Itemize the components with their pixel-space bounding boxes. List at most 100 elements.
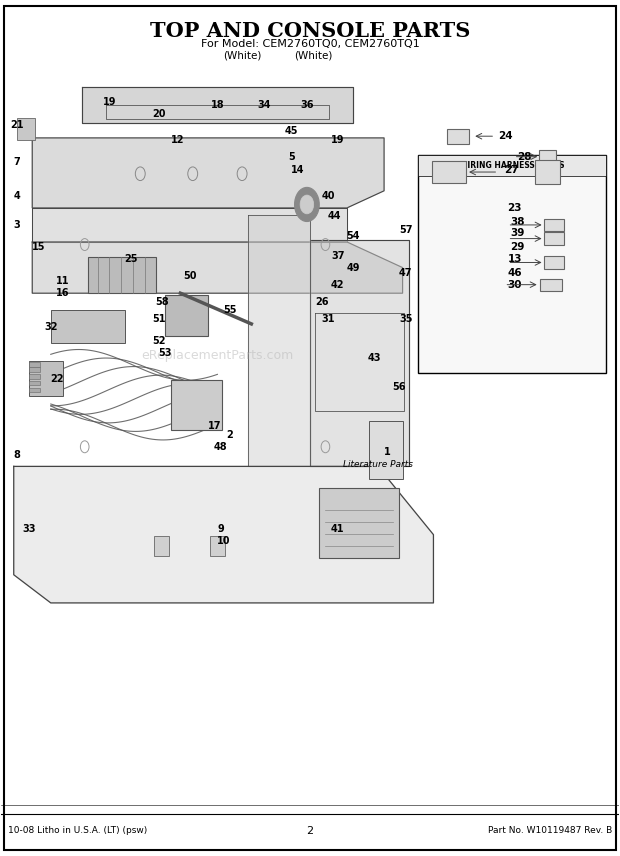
Text: 46: 46	[508, 268, 522, 277]
Text: 42: 42	[331, 280, 345, 289]
Text: 2: 2	[306, 826, 314, 835]
Bar	[51, 310, 125, 342]
FancyBboxPatch shape	[418, 155, 606, 176]
Text: 17: 17	[208, 421, 221, 431]
Bar	[539, 279, 562, 291]
Text: (White): (White)	[294, 51, 332, 61]
Text: 29: 29	[511, 242, 525, 253]
Text: 56: 56	[392, 382, 406, 392]
Bar	[544, 218, 564, 231]
Text: 19: 19	[103, 97, 116, 107]
Bar	[29, 374, 40, 378]
Text: 44: 44	[328, 211, 342, 222]
Bar	[29, 362, 40, 366]
Text: 23: 23	[508, 203, 522, 213]
Text: 47: 47	[399, 268, 412, 277]
Text: 45: 45	[285, 126, 298, 136]
Polygon shape	[248, 215, 310, 467]
Circle shape	[300, 195, 314, 214]
Text: 34: 34	[257, 100, 270, 110]
FancyBboxPatch shape	[418, 155, 606, 372]
Bar	[29, 388, 40, 392]
Text: 43: 43	[368, 353, 381, 363]
Text: Part No. W10119487 Rev. B: Part No. W10119487 Rev. B	[488, 826, 613, 835]
Text: 24: 24	[498, 131, 513, 141]
Text: 4: 4	[14, 191, 20, 201]
Text: 16: 16	[56, 288, 70, 298]
Text: 37: 37	[331, 251, 345, 260]
Text: 28: 28	[516, 152, 531, 162]
Polygon shape	[32, 242, 402, 294]
Text: 57: 57	[399, 225, 412, 235]
Bar	[29, 367, 40, 372]
Text: 31: 31	[322, 314, 335, 324]
Text: 12: 12	[170, 134, 184, 145]
Polygon shape	[310, 241, 409, 467]
Text: 30: 30	[508, 280, 522, 289]
Text: 13: 13	[508, 254, 522, 264]
Text: 9: 9	[217, 524, 224, 533]
Bar	[154, 536, 169, 556]
Text: 2: 2	[226, 430, 233, 440]
Text: 11: 11	[56, 276, 70, 286]
Text: 35: 35	[399, 314, 412, 324]
Bar	[369, 421, 402, 479]
Text: 55: 55	[223, 306, 236, 315]
Bar	[432, 162, 466, 182]
Text: 14: 14	[291, 165, 304, 175]
Bar	[210, 536, 225, 556]
Text: 15: 15	[32, 242, 45, 253]
Text: 51: 51	[152, 314, 166, 324]
Text: 20: 20	[152, 109, 166, 119]
Text: 18: 18	[211, 100, 224, 110]
Text: 8: 8	[14, 450, 20, 461]
Text: 41: 41	[331, 524, 345, 533]
Text: 5: 5	[288, 152, 295, 162]
Text: 10-08 Litho in U.S.A. (LT) (psw): 10-08 Litho in U.S.A. (LT) (psw)	[7, 826, 147, 835]
Bar	[88, 258, 156, 294]
Bar	[319, 488, 399, 558]
Text: 21: 21	[10, 120, 24, 130]
Text: 27: 27	[505, 165, 519, 175]
Text: 50: 50	[183, 271, 197, 281]
Circle shape	[294, 187, 319, 222]
Text: 52: 52	[152, 336, 166, 346]
Bar	[171, 380, 222, 430]
Text: 36: 36	[300, 100, 314, 110]
Text: 10: 10	[217, 536, 231, 545]
Polygon shape	[82, 86, 353, 122]
Text: 3: 3	[14, 220, 20, 230]
Text: 32: 32	[44, 323, 58, 332]
Text: 7: 7	[14, 157, 20, 167]
Text: TOP AND CONSOLE PARTS: TOP AND CONSOLE PARTS	[150, 21, 470, 41]
Text: For Model: CEM2760TQ0, CEM2760TQ1: For Model: CEM2760TQ0, CEM2760TQ1	[201, 39, 419, 49]
Text: 53: 53	[158, 348, 172, 358]
Polygon shape	[32, 138, 384, 208]
Text: 19: 19	[331, 134, 345, 145]
Bar	[17, 118, 35, 140]
Text: 26: 26	[316, 297, 329, 306]
Text: 25: 25	[124, 254, 138, 264]
Text: Literature Parts: Literature Parts	[343, 461, 413, 469]
Text: 22: 22	[50, 373, 64, 383]
Text: 39: 39	[511, 229, 525, 239]
Text: (White): (White)	[223, 51, 261, 61]
Bar	[544, 232, 564, 245]
Polygon shape	[14, 467, 433, 603]
Text: 33: 33	[22, 524, 36, 533]
Bar	[165, 295, 208, 336]
Text: 1: 1	[384, 447, 391, 457]
Bar	[29, 381, 40, 385]
Bar	[448, 128, 469, 144]
Bar	[535, 160, 560, 184]
Text: 49: 49	[347, 263, 360, 272]
Text: eReplacementParts.com: eReplacementParts.com	[141, 349, 293, 362]
Text: 58: 58	[155, 297, 169, 306]
Text: 54: 54	[347, 231, 360, 241]
Text: WIRING HARNESS PARTS: WIRING HARNESS PARTS	[459, 161, 565, 170]
Text: 40: 40	[322, 191, 335, 201]
Polygon shape	[32, 208, 347, 242]
Bar	[544, 256, 564, 269]
Text: 38: 38	[511, 217, 525, 227]
Bar	[29, 361, 63, 395]
